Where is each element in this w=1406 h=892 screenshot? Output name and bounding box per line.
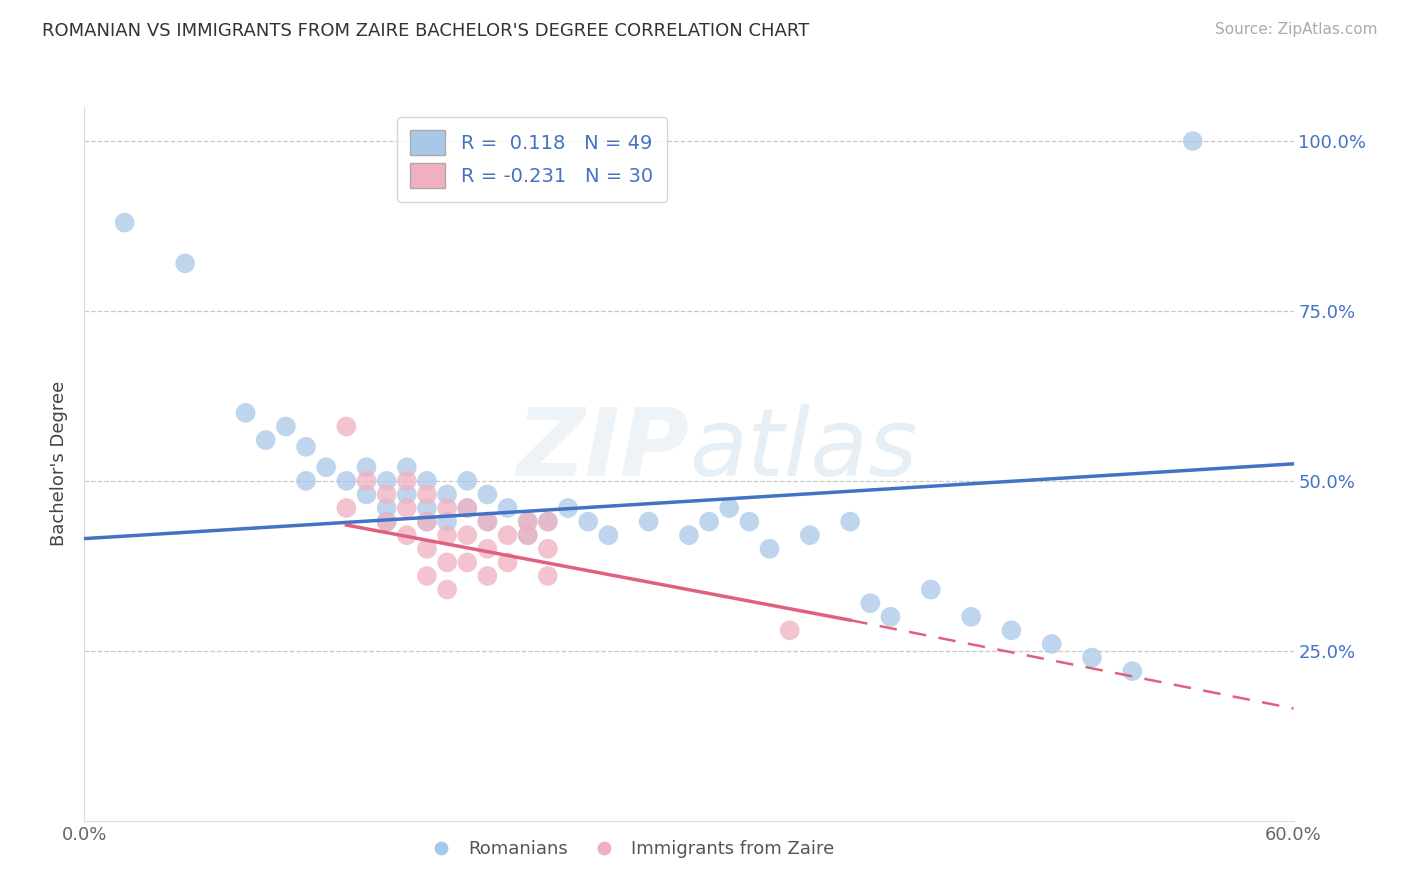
Point bbox=[114, 216, 136, 230]
Text: ROMANIAN VS IMMIGRANTS FROM ZAIRE BACHELOR'S DEGREE CORRELATION CHART: ROMANIAN VS IMMIGRANTS FROM ZAIRE BACHEL… bbox=[42, 22, 810, 40]
Point bbox=[516, 515, 538, 529]
Point bbox=[537, 569, 560, 583]
Point bbox=[516, 515, 538, 529]
Point bbox=[295, 474, 318, 488]
Point bbox=[516, 528, 538, 542]
Point bbox=[395, 460, 418, 475]
Point bbox=[416, 474, 439, 488]
Point bbox=[1000, 624, 1022, 638]
Point bbox=[516, 528, 538, 542]
Point bbox=[416, 569, 439, 583]
Point bbox=[295, 440, 318, 454]
Point bbox=[436, 555, 458, 569]
Point bbox=[477, 569, 499, 583]
Y-axis label: Bachelor's Degree: Bachelor's Degree bbox=[51, 381, 69, 547]
Point bbox=[839, 515, 862, 529]
Point bbox=[395, 528, 418, 542]
Point bbox=[436, 515, 458, 529]
Point bbox=[416, 487, 439, 501]
Point bbox=[315, 460, 337, 475]
Point bbox=[174, 256, 197, 270]
Text: atlas: atlas bbox=[689, 404, 917, 495]
Point bbox=[496, 501, 519, 516]
Point bbox=[335, 419, 357, 434]
Point bbox=[375, 515, 398, 529]
Point bbox=[477, 487, 499, 501]
Point bbox=[496, 555, 519, 569]
Point bbox=[678, 528, 700, 542]
Text: ZIP: ZIP bbox=[516, 403, 689, 496]
Point bbox=[375, 487, 398, 501]
Point bbox=[436, 501, 458, 516]
Point bbox=[456, 501, 478, 516]
Point bbox=[356, 474, 378, 488]
Point bbox=[356, 460, 378, 475]
Point bbox=[960, 609, 983, 624]
Point bbox=[335, 474, 357, 488]
Point bbox=[477, 515, 499, 529]
Point bbox=[859, 596, 882, 610]
Point bbox=[254, 433, 277, 447]
Point bbox=[598, 528, 620, 542]
Point bbox=[235, 406, 257, 420]
Point bbox=[637, 515, 659, 529]
Point bbox=[375, 474, 398, 488]
Point bbox=[496, 528, 519, 542]
Point bbox=[1181, 134, 1204, 148]
Point bbox=[456, 501, 478, 516]
Point bbox=[1081, 650, 1104, 665]
Point bbox=[375, 515, 398, 529]
Point bbox=[416, 515, 439, 529]
Point bbox=[395, 501, 418, 516]
Point bbox=[1040, 637, 1063, 651]
Point bbox=[537, 541, 560, 556]
Point bbox=[436, 487, 458, 501]
Point bbox=[477, 515, 499, 529]
Point bbox=[456, 528, 478, 542]
Point bbox=[758, 541, 780, 556]
Point bbox=[375, 501, 398, 516]
Point bbox=[395, 487, 418, 501]
Point bbox=[436, 582, 458, 597]
Point bbox=[416, 501, 439, 516]
Point bbox=[456, 474, 478, 488]
Point bbox=[537, 515, 560, 529]
Legend: Romanians, Immigrants from Zaire: Romanians, Immigrants from Zaire bbox=[416, 833, 841, 865]
Point bbox=[416, 541, 439, 556]
Point bbox=[274, 419, 297, 434]
Text: Source: ZipAtlas.com: Source: ZipAtlas.com bbox=[1215, 22, 1378, 37]
Point bbox=[456, 555, 478, 569]
Point bbox=[738, 515, 761, 529]
Point bbox=[335, 501, 357, 516]
Point bbox=[356, 487, 378, 501]
Point bbox=[697, 515, 720, 529]
Point bbox=[537, 515, 560, 529]
Point bbox=[779, 624, 801, 638]
Point bbox=[879, 609, 901, 624]
Point bbox=[799, 528, 821, 542]
Point bbox=[436, 528, 458, 542]
Point bbox=[395, 474, 418, 488]
Point bbox=[1121, 664, 1143, 678]
Point bbox=[718, 501, 741, 516]
Point bbox=[416, 515, 439, 529]
Point bbox=[920, 582, 942, 597]
Point bbox=[576, 515, 599, 529]
Point bbox=[477, 541, 499, 556]
Point bbox=[557, 501, 579, 516]
